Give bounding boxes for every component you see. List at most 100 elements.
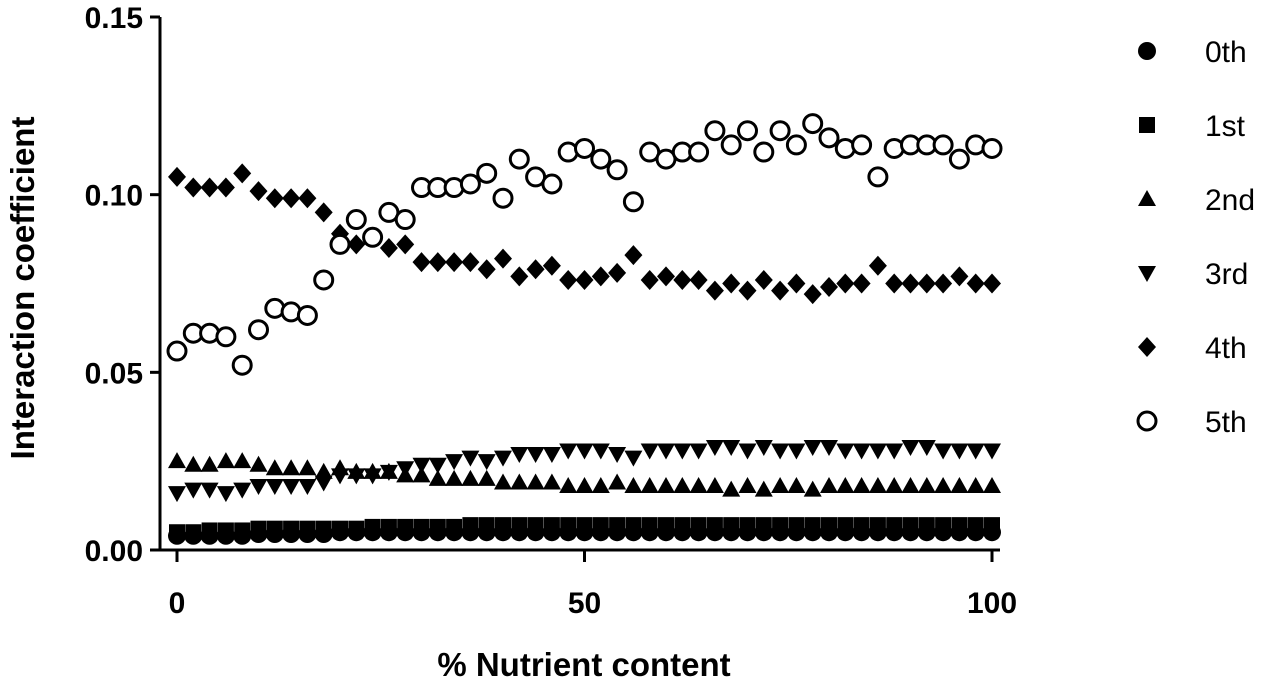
- x-axis-ticks: 0 50 100: [169, 550, 1017, 620]
- data-point-2nd: [934, 477, 953, 494]
- data-point-2nd: [168, 452, 186, 469]
- data-point-4th: [901, 273, 920, 294]
- data-point-3rd: [983, 443, 1001, 460]
- data-point-1st: [250, 520, 267, 537]
- data-point-5th: [248, 319, 269, 341]
- data-point-1st: [869, 517, 886, 534]
- data-point-3rd: [673, 443, 692, 460]
- data-point-5th: [590, 148, 612, 170]
- data-point-3rd: [298, 479, 317, 496]
- data-point-3rd: [934, 443, 953, 460]
- data-point-1st: [918, 517, 935, 534]
- data-point-4th: [885, 273, 904, 294]
- data-point-4th: [200, 177, 219, 198]
- data-point-1st: [446, 518, 463, 535]
- data-point-1st: [234, 522, 251, 539]
- data-point-4th: [396, 234, 415, 255]
- data-point-4th: [950, 266, 969, 287]
- data-point-4th: [934, 273, 953, 294]
- data-point-3rd: [445, 454, 464, 471]
- data-point-2nd: [298, 459, 317, 476]
- data-point-3rd: [885, 443, 904, 460]
- data-point-5th: [459, 173, 481, 195]
- data-point-3rd: [363, 468, 382, 485]
- data-point-3rd: [705, 439, 724, 456]
- data-point-1st: [560, 517, 577, 534]
- data-point-3rd: [510, 447, 529, 464]
- data-point-3rd: [184, 482, 203, 499]
- data-point-1st: [201, 522, 218, 539]
- data-point-5th: [231, 354, 253, 376]
- series-2nd: [168, 452, 1001, 497]
- series-1st: [169, 517, 1000, 541]
- data-point-2nd: [820, 477, 838, 494]
- data-point-5th: [704, 120, 726, 142]
- data-point-1st: [853, 517, 870, 534]
- data-point-2nd: [868, 477, 887, 494]
- y-tick-label: 0.10: [85, 180, 143, 213]
- data-point-1st: [511, 517, 528, 534]
- data-point-4th: [265, 188, 284, 209]
- data-point-2nd: [445, 469, 464, 486]
- data-point-1st: [592, 517, 609, 534]
- data-point-1st: [902, 517, 919, 534]
- data-point-4th: [575, 269, 594, 290]
- data-point-1st: [299, 520, 316, 537]
- data-point-5th: [508, 148, 530, 170]
- data-point-3rd: [640, 443, 659, 460]
- data-point-2nd: [282, 459, 301, 476]
- data-point-3rd: [901, 439, 920, 456]
- data-point-2nd: [559, 477, 578, 494]
- data-point-2nd: [640, 477, 659, 494]
- data-point-4th: [640, 269, 659, 290]
- data-point-4th: [868, 255, 887, 276]
- data-point-2nd: [233, 452, 252, 469]
- data-point-3rd: [722, 439, 741, 456]
- data-point-3rd: [771, 443, 790, 460]
- data-point-3rd: [950, 443, 969, 460]
- data-point-5th: [574, 137, 595, 159]
- legend-marker-5th: [1136, 410, 1158, 432]
- data-point-3rd: [966, 443, 985, 460]
- data-point-1st: [576, 517, 593, 534]
- data-point-3rd: [412, 457, 431, 474]
- series-5th: [166, 113, 1003, 376]
- data-point-1st: [332, 520, 348, 537]
- data-point-1st: [837, 517, 854, 534]
- data-point-2nd: [738, 477, 757, 494]
- data-point-3rd: [526, 447, 545, 464]
- data-point-3rd: [542, 447, 561, 464]
- data-point-2nd: [265, 459, 284, 476]
- data-point-5th: [476, 162, 498, 184]
- data-point-5th: [166, 340, 188, 362]
- data-point-2nd: [542, 473, 561, 490]
- data-point-4th: [233, 163, 252, 184]
- data-point-3rd: [216, 486, 235, 503]
- data-point-1st: [706, 517, 723, 534]
- data-point-2nd: [852, 477, 871, 494]
- data-point-3rd: [657, 443, 675, 460]
- data-point-4th: [705, 280, 724, 301]
- data-point-1st: [315, 520, 332, 537]
- data-point-2nd: [216, 452, 235, 469]
- data-point-5th: [769, 120, 791, 142]
- data-point-1st: [984, 517, 1000, 534]
- data-point-5th: [362, 226, 384, 248]
- data-point-4th: [168, 166, 186, 187]
- legend-label: 2nd: [1205, 184, 1255, 217]
- data-point-3rd: [282, 479, 301, 496]
- data-point-2nd: [200, 455, 219, 472]
- data-point-5th: [345, 209, 367, 231]
- data-point-1st: [364, 518, 381, 535]
- data-point-4th: [477, 259, 496, 280]
- data-point-2nd: [624, 477, 643, 494]
- data-point-4th: [771, 280, 790, 301]
- data-point-5th: [296, 304, 318, 326]
- legend-marker-4th: [1138, 337, 1156, 357]
- data-point-1st: [266, 520, 283, 537]
- data-point-3rd: [396, 461, 415, 478]
- data-point-2nd: [950, 477, 969, 494]
- data-point-4th: [314, 202, 333, 223]
- plot-area: [166, 113, 1003, 545]
- data-point-5th: [851, 134, 873, 156]
